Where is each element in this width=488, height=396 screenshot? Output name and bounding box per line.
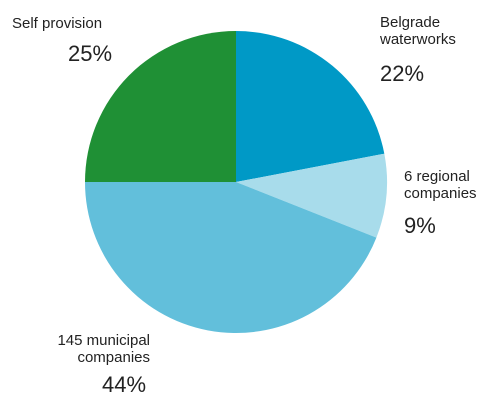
slice-value-label-0: 22% <box>380 61 424 86</box>
pie-slice-1 <box>236 153 388 238</box>
slice-label-2: 145 municipal companies <box>57 332 150 366</box>
pie-slices <box>84 31 388 334</box>
slice-value-label-3: 25% <box>68 41 112 66</box>
slice-label-0: Belgrade waterworks <box>379 14 456 48</box>
pie-slice-3 <box>85 31 236 182</box>
slice-label-3: Self provision <box>12 15 102 32</box>
slice-label-1: 6 regional companies <box>404 168 477 202</box>
pie-slice-0 <box>236 31 385 182</box>
slice-value-label-1: 9% <box>404 213 436 238</box>
slice-labels: Belgrade waterworks 22% 6 regional companies… <box>12 14 477 396</box>
pie-slice-2 <box>84 182 377 334</box>
slice-value-label-2: 44% <box>102 372 146 396</box>
